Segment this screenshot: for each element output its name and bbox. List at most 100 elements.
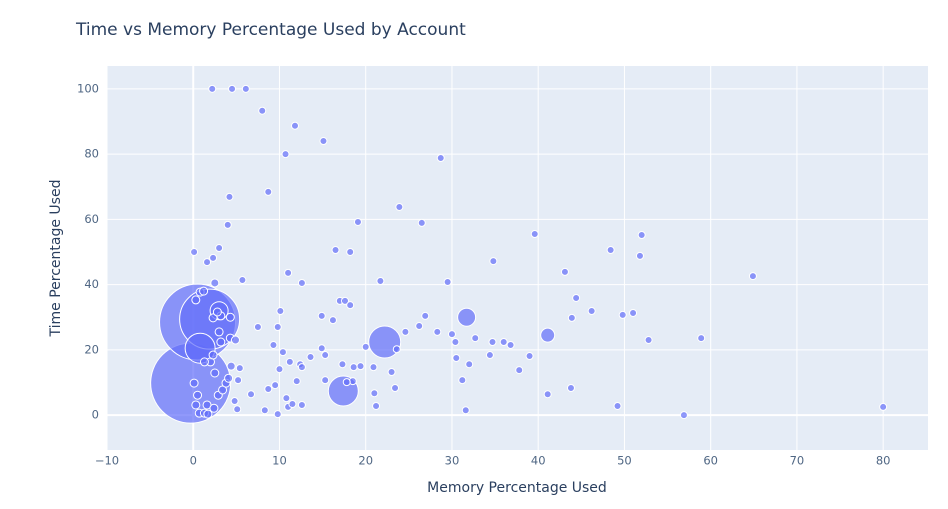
bubble: [443, 277, 452, 286]
x-tick-label: 50: [617, 454, 632, 468]
bubble: [214, 327, 224, 337]
bubble: [212, 307, 222, 317]
bubble: [637, 230, 646, 239]
bubble: [618, 310, 627, 319]
x-tick-label: 70: [790, 454, 805, 468]
bubble: [291, 121, 300, 130]
bubble: [629, 308, 638, 317]
bubble: [284, 268, 293, 277]
bubble: [572, 293, 581, 302]
bubble: [271, 381, 280, 390]
bubble: [370, 389, 379, 398]
bubble: [269, 340, 278, 349]
bubble: [433, 327, 442, 336]
bubble: [224, 373, 234, 383]
bubble: [530, 230, 539, 239]
bubble: [560, 267, 569, 276]
bubble: [368, 325, 402, 359]
bubble: [190, 247, 199, 256]
bubble: [489, 257, 498, 266]
bubble: [191, 295, 201, 305]
bubble: [297, 400, 306, 409]
bubble: [635, 251, 644, 260]
bubble: [258, 106, 267, 115]
bubble: [203, 409, 213, 419]
bubble: [191, 400, 201, 410]
y-tick-label: 60: [84, 212, 99, 226]
bubble: [372, 401, 381, 410]
bubble: [273, 323, 282, 332]
x-tick-label: 60: [703, 454, 718, 468]
bubble: [465, 360, 474, 369]
bubble: [567, 313, 576, 322]
y-tick-label: 40: [84, 277, 99, 291]
bubble: [199, 286, 209, 296]
bubble: [506, 340, 515, 349]
bubble: [285, 357, 294, 366]
bubble: [276, 307, 285, 316]
bubble: [452, 353, 461, 362]
bubble: [210, 278, 220, 288]
x-tick-label: 40: [531, 454, 546, 468]
x-axis-label: Memory Percentage Used: [427, 480, 607, 496]
bubble: [234, 376, 243, 385]
bubble: [606, 246, 615, 255]
bubble: [471, 334, 480, 343]
bubble: [189, 378, 199, 388]
bubble: [230, 335, 240, 345]
bubble: [395, 202, 404, 211]
bubble: [458, 376, 467, 385]
bubble: [387, 368, 396, 377]
bubble: [349, 363, 358, 372]
plot-area: [107, 66, 928, 450]
bubble: [644, 336, 653, 345]
bubble: [369, 363, 378, 372]
bubble: [346, 301, 355, 310]
bubble: [748, 272, 757, 281]
y-tick-label: 0: [92, 408, 99, 422]
bubble: [543, 390, 552, 399]
bubble: [488, 338, 497, 347]
bubble: [203, 258, 212, 267]
bubble: [235, 364, 244, 373]
bubble: [613, 401, 622, 410]
bubble: [264, 187, 273, 196]
bubble: [679, 411, 688, 420]
bubble: [587, 307, 596, 316]
bubble: [260, 406, 269, 415]
x-tick-label: 10: [272, 454, 287, 468]
bubble: [223, 220, 232, 229]
bubble: [216, 337, 226, 347]
x-tick-label: 30: [445, 454, 460, 468]
bubble: [278, 348, 287, 357]
bubble: [436, 154, 445, 163]
x-tick-label: 20: [358, 454, 373, 468]
bubble: [525, 352, 534, 361]
y-axis-label: Time Percentage Used: [48, 180, 64, 338]
bubble: [421, 311, 430, 320]
bubble: [253, 323, 262, 332]
bubble: [209, 253, 218, 262]
bubble: [499, 338, 508, 347]
bubble: [226, 361, 236, 371]
y-tick-label: 100: [77, 81, 99, 95]
bubble: [319, 137, 328, 146]
bubble: [233, 405, 242, 414]
bubble: [241, 84, 250, 93]
bubble: [879, 402, 888, 411]
bubble: [485, 351, 494, 360]
bubble: [292, 377, 301, 386]
y-tick-label: 20: [84, 342, 99, 356]
bubble: [321, 376, 330, 385]
bubble: [391, 384, 400, 393]
bubble: [210, 368, 220, 378]
bubble: [566, 384, 575, 393]
bubble: [297, 363, 306, 372]
bubble: [341, 296, 350, 305]
bubble: [264, 384, 273, 393]
bubble: [193, 390, 203, 400]
bubble: [209, 403, 219, 413]
bubble: [208, 350, 218, 360]
bubble: [353, 217, 362, 226]
